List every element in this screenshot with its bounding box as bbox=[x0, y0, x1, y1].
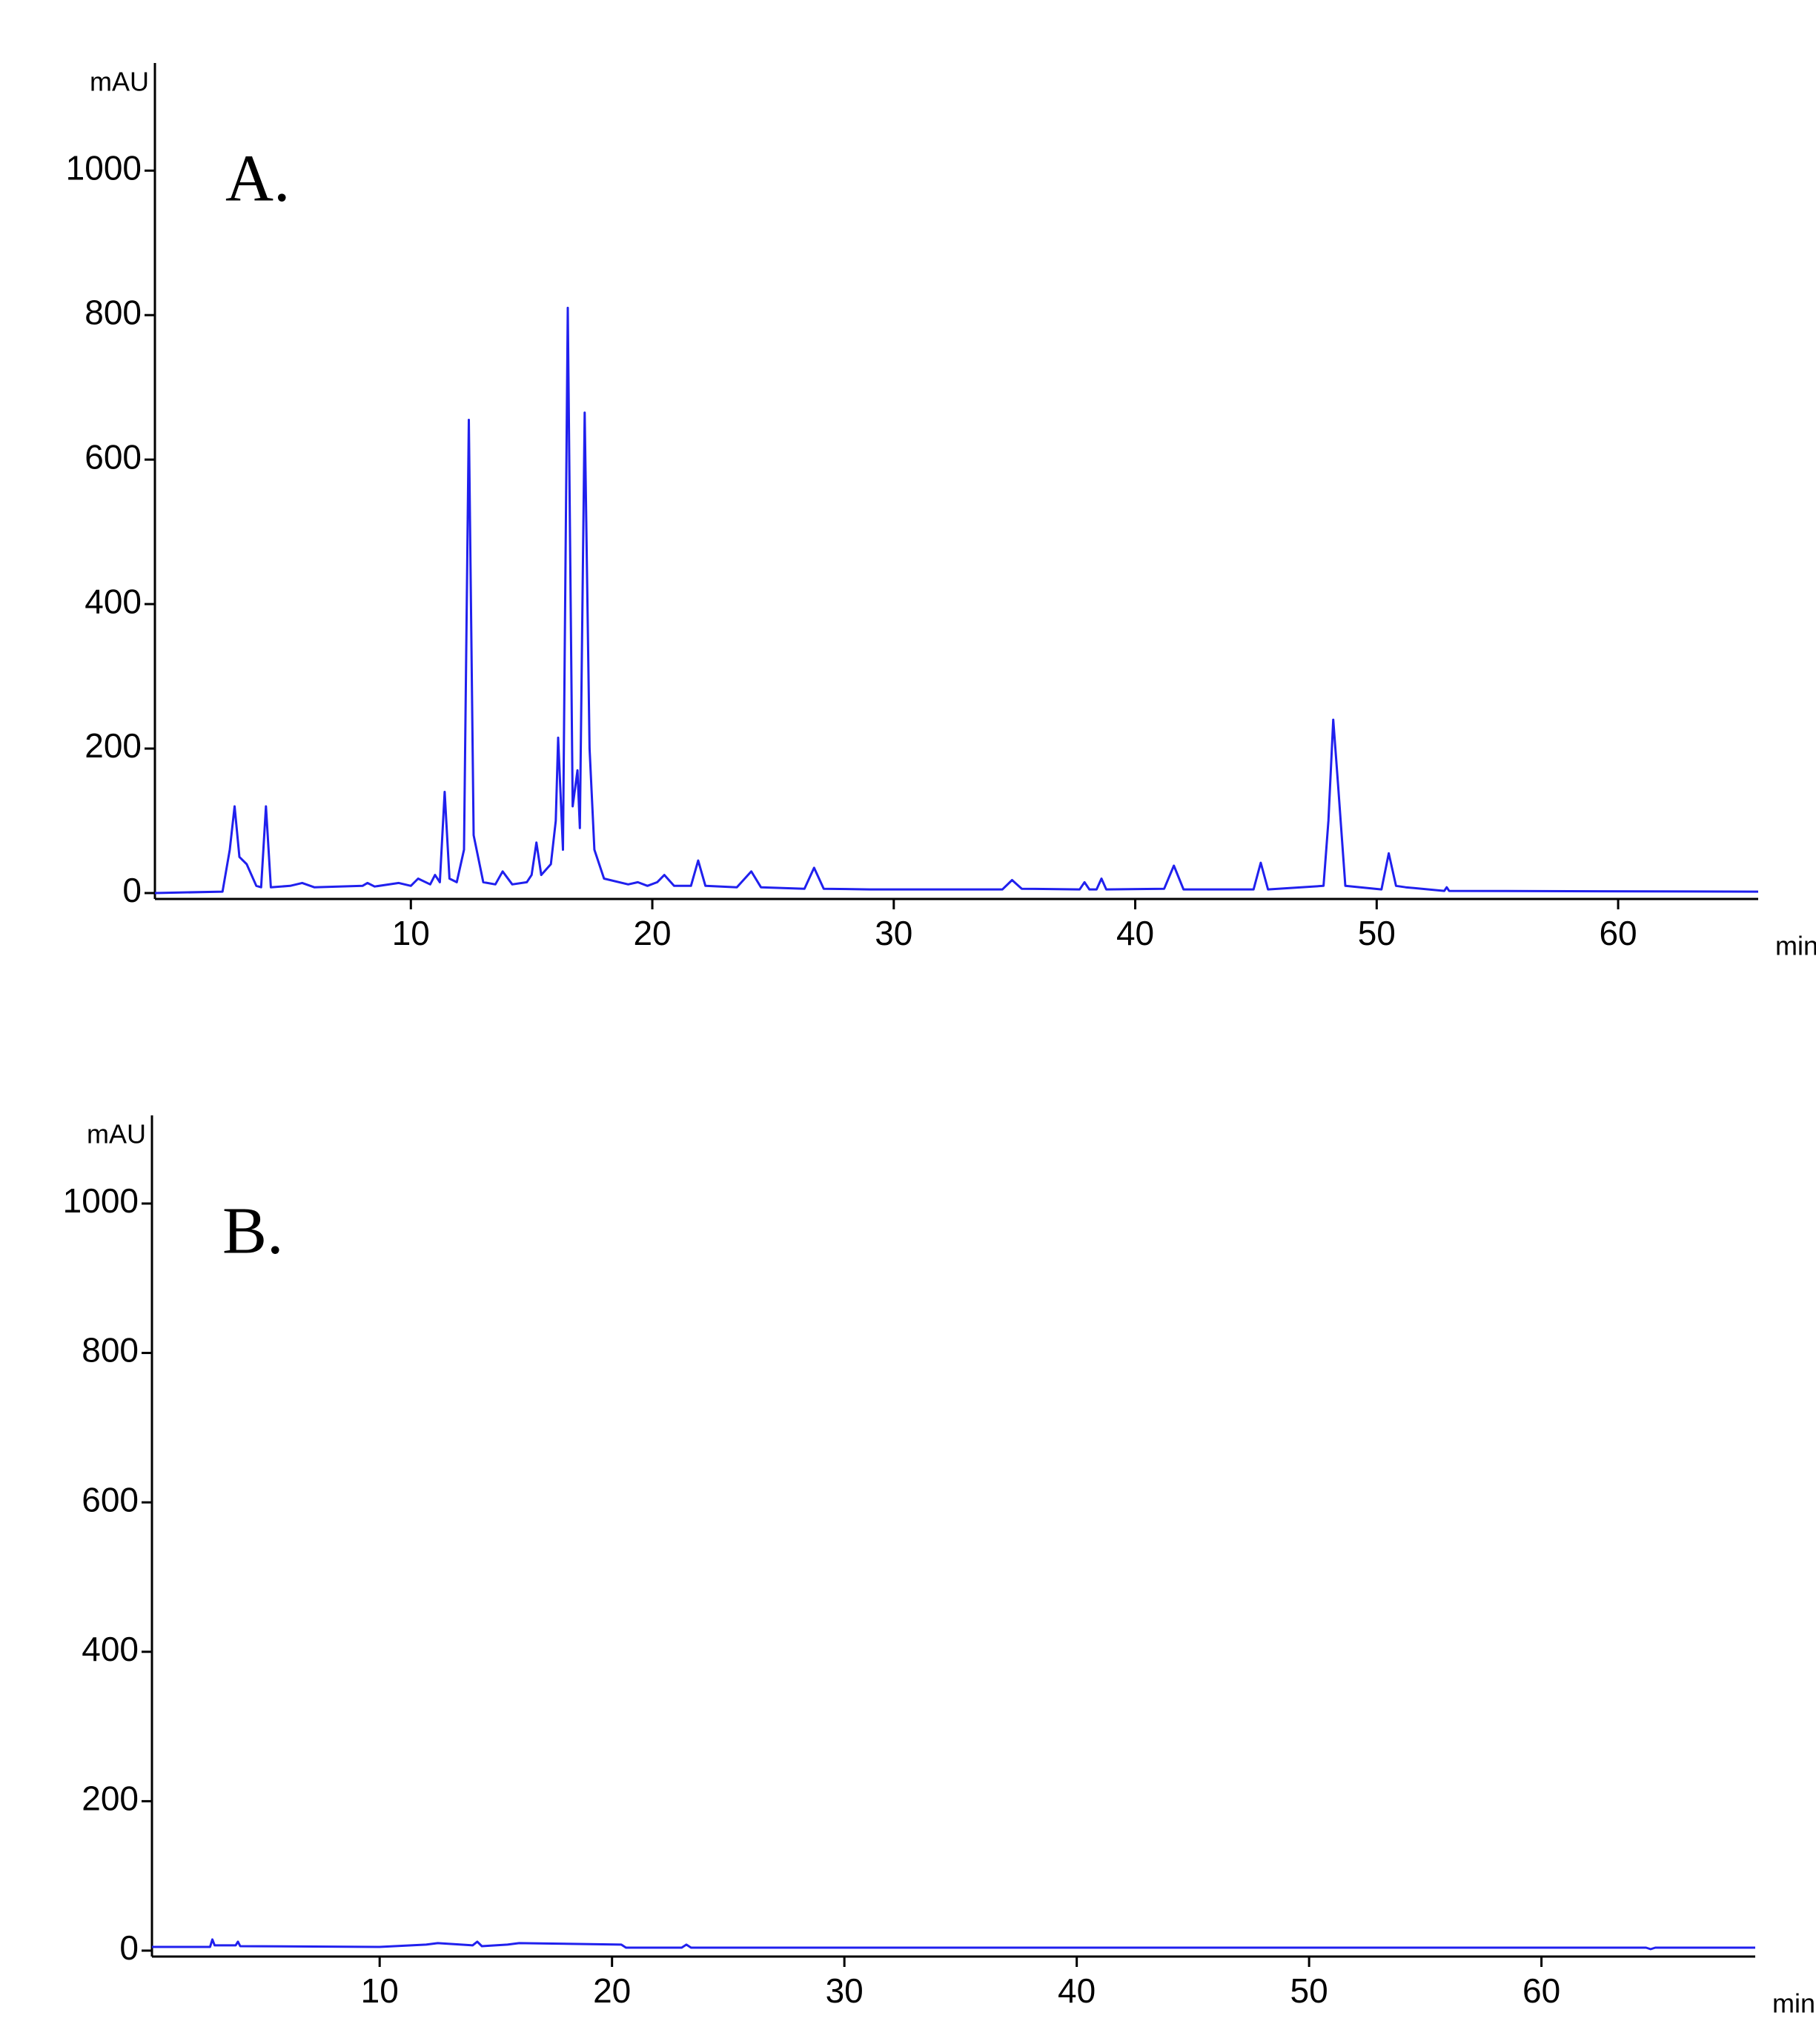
x-tick-label: 30 bbox=[875, 914, 912, 952]
x-tick-label: 60 bbox=[1522, 1971, 1560, 2010]
y-tick-label: 200 bbox=[82, 1779, 139, 1818]
y-unit: mAU bbox=[87, 1119, 146, 1149]
y-tick-label: 600 bbox=[82, 1480, 139, 1519]
x-unit: min bbox=[1772, 1988, 1815, 2019]
x-tick-label: 30 bbox=[826, 1971, 864, 2010]
trace bbox=[152, 1938, 1755, 1951]
x-tick-label: 50 bbox=[1290, 1971, 1328, 2010]
y-tick-label: 0 bbox=[119, 1928, 139, 1967]
y-tick-label: 400 bbox=[84, 582, 142, 620]
x-tick-label: 10 bbox=[392, 914, 430, 952]
panel-label: A. bbox=[225, 142, 291, 216]
x-tick-label: 50 bbox=[1358, 914, 1396, 952]
y-tick-label: 600 bbox=[84, 437, 142, 476]
x-tick-label: 60 bbox=[1599, 914, 1637, 952]
y-tick-label: 800 bbox=[84, 293, 142, 331]
trace bbox=[154, 306, 1759, 895]
y-tick-label: 1000 bbox=[66, 148, 142, 187]
y-tick-label: 200 bbox=[84, 726, 142, 765]
x-tick-label: 20 bbox=[593, 1971, 631, 2010]
x-tick-label: 40 bbox=[1116, 914, 1154, 952]
panel-label: B. bbox=[222, 1195, 284, 1268]
x-tick-label: 40 bbox=[1058, 1971, 1096, 2010]
y-tick-label: 400 bbox=[82, 1630, 139, 1668]
y-unit: mAU bbox=[90, 67, 149, 97]
x-tick-label: 10 bbox=[361, 1971, 399, 2010]
x-unit: min bbox=[1775, 931, 1816, 961]
x-tick-label: 20 bbox=[633, 914, 671, 952]
y-tick-label: 0 bbox=[122, 871, 142, 909]
y-tick-label: 1000 bbox=[63, 1181, 139, 1220]
y-tick-label: 800 bbox=[82, 1331, 139, 1370]
